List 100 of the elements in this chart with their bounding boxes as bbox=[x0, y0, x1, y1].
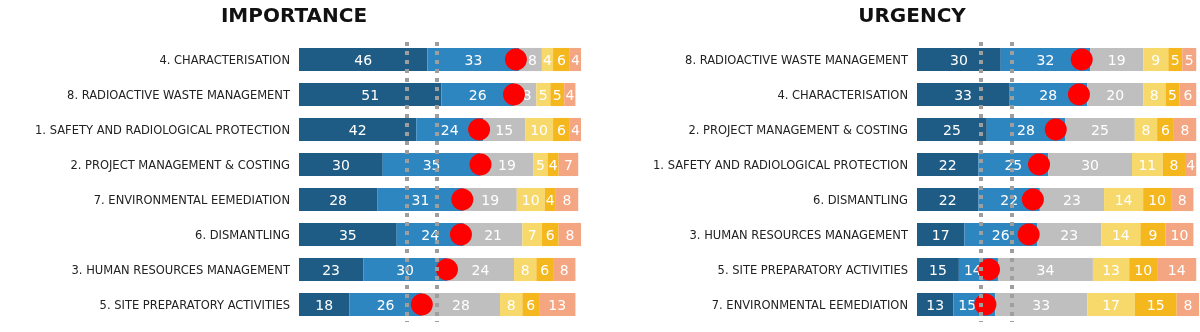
data-label: 21 bbox=[484, 226, 502, 243]
data-label: 5 bbox=[536, 156, 545, 173]
data-label: 23 bbox=[1063, 191, 1081, 208]
data-label: 19 bbox=[481, 191, 500, 208]
y-tick-label: 2. PROJECT MANAGEMENT & COSTING bbox=[688, 122, 908, 137]
data-label: 7 bbox=[527, 226, 537, 243]
y-tick-label: 1. SAFETY AND RADIOLOGICAL PROTECTION bbox=[653, 157, 908, 172]
bar bbox=[917, 222, 965, 247]
bar bbox=[1134, 292, 1177, 317]
y-tick-label: 7. ENVIRONMENTAL EEMEDIATION bbox=[711, 297, 908, 312]
data-label: 14 bbox=[1111, 226, 1130, 243]
data-label: 30 bbox=[949, 51, 968, 68]
data-label: 15 bbox=[495, 121, 514, 138]
y-tick-label: 4. CHARACTERISATION bbox=[159, 52, 290, 67]
data-label: 19 bbox=[1107, 51, 1126, 68]
data-label: 15 bbox=[1146, 296, 1165, 313]
bar bbox=[1157, 257, 1197, 282]
data-label: 13 bbox=[926, 296, 945, 313]
bar bbox=[299, 152, 383, 177]
data-label: 10 bbox=[530, 121, 549, 138]
data-label: 6 bbox=[556, 51, 566, 68]
data-label: 22 bbox=[938, 156, 957, 173]
data-label: 31 bbox=[411, 191, 430, 208]
bar bbox=[1087, 292, 1135, 317]
point bbox=[451, 188, 474, 211]
data-label: 23 bbox=[322, 261, 341, 278]
data-label: 4 bbox=[1186, 156, 1196, 173]
point bbox=[436, 258, 458, 281]
data-label: 34 bbox=[1036, 261, 1055, 278]
y-tick-label: 8. RADIOACTIVE WASTE MANAGEMENT bbox=[67, 87, 291, 102]
bar bbox=[917, 257, 959, 282]
data-label: 35 bbox=[338, 226, 357, 243]
bar bbox=[995, 292, 1088, 317]
data-label: 14 bbox=[1114, 191, 1133, 208]
data-label: 5 bbox=[552, 86, 562, 103]
data-label: 4 bbox=[570, 51, 580, 68]
y-tick-label: 5. SITE PREPARATORY ACTIVITIES bbox=[717, 262, 908, 277]
data-label: 32 bbox=[1036, 51, 1055, 68]
data-label: 28 bbox=[1016, 121, 1035, 138]
bar bbox=[1087, 82, 1144, 107]
y-tick-label: 4. CHARACTERISATION bbox=[777, 87, 908, 102]
bar bbox=[299, 187, 378, 212]
data-label: 25 bbox=[1090, 121, 1109, 138]
data-label: 4 bbox=[543, 51, 553, 68]
point bbox=[410, 293, 433, 316]
y-tick-label: 6. DISMANTLING bbox=[195, 227, 290, 242]
bar bbox=[1064, 117, 1135, 142]
data-label: 10 bbox=[1170, 226, 1189, 243]
data-label: 10 bbox=[521, 191, 540, 208]
data-label: 26 bbox=[468, 86, 487, 103]
data-label: 46 bbox=[354, 51, 373, 68]
y-tick-label: 1. SAFETY AND RADIOLOGICAL PROTECTION bbox=[35, 122, 290, 137]
data-label: 15 bbox=[958, 296, 977, 313]
data-label: 28 bbox=[1039, 86, 1058, 103]
data-label: 8 bbox=[1183, 296, 1193, 313]
data-label: 6 bbox=[526, 296, 536, 313]
bar bbox=[917, 117, 987, 142]
data-label: 26 bbox=[991, 226, 1010, 243]
bar bbox=[1037, 222, 1102, 247]
data-label: 18 bbox=[315, 296, 334, 313]
data-label: 30 bbox=[1081, 156, 1100, 173]
bar bbox=[997, 257, 1093, 282]
bar bbox=[1048, 152, 1132, 177]
point bbox=[1067, 83, 1090, 106]
point bbox=[1044, 118, 1067, 141]
data-label: 4 bbox=[545, 191, 555, 208]
bar bbox=[299, 117, 417, 142]
data-label: 17 bbox=[931, 226, 950, 243]
y-tick-label: 8. RADIOACTIVE WASTE MANAGEMENT bbox=[685, 52, 909, 67]
data-label: 6 bbox=[556, 121, 566, 138]
data-label: 6 bbox=[540, 261, 550, 278]
bar bbox=[299, 222, 397, 247]
chart-title: IMPORTANCE bbox=[220, 3, 368, 27]
data-label: 17 bbox=[1102, 296, 1120, 313]
data-label: 8 bbox=[565, 226, 575, 243]
bar bbox=[299, 257, 364, 282]
data-label: 30 bbox=[331, 156, 350, 173]
chart-title: URGENCY bbox=[858, 3, 967, 27]
bar bbox=[917, 82, 1010, 107]
point bbox=[1021, 188, 1044, 211]
data-label: 28 bbox=[452, 296, 470, 313]
data-label: 51 bbox=[361, 86, 380, 103]
data-label: 33 bbox=[1032, 296, 1051, 313]
data-label: 7 bbox=[563, 156, 573, 173]
bar bbox=[1131, 152, 1163, 177]
data-label: 26 bbox=[376, 296, 395, 313]
data-label: 24 bbox=[440, 121, 459, 138]
bar bbox=[917, 187, 979, 212]
data-label: 25 bbox=[942, 121, 961, 138]
data-label: 33 bbox=[464, 51, 483, 68]
data-label: 4 bbox=[548, 156, 558, 173]
data-label: 5 bbox=[538, 86, 548, 103]
y-tick-label: 6. DISMANTLING bbox=[813, 192, 908, 207]
data-label: 8 bbox=[527, 51, 537, 68]
data-label: 6 bbox=[1161, 121, 1171, 138]
data-label: 23 bbox=[1060, 226, 1079, 243]
data-label: 11 bbox=[1138, 156, 1157, 173]
data-label: 22 bbox=[938, 191, 957, 208]
data-label: 8 bbox=[1177, 191, 1187, 208]
data-label: 8 bbox=[522, 86, 532, 103]
